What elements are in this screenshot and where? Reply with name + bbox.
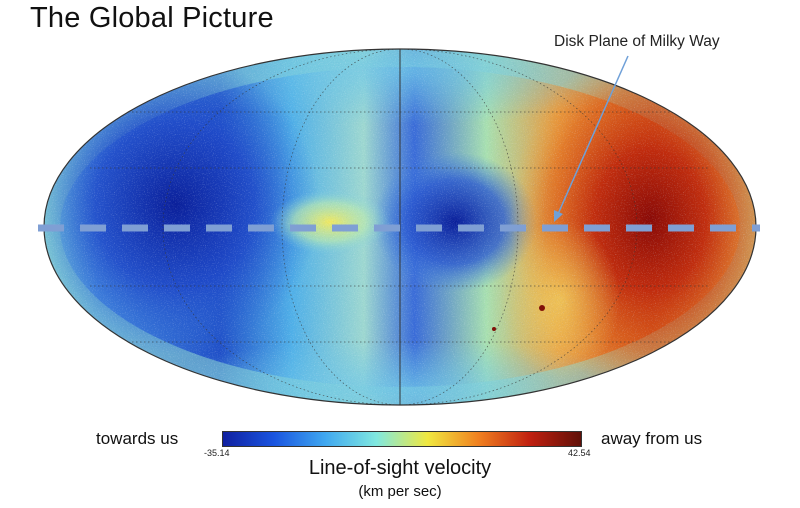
colorbar-title: Line-of-sight velocity (308, 457, 492, 479)
velocity-map (44, 49, 756, 405)
annotation-arrowhead (554, 210, 563, 222)
dark-red-spot (492, 327, 496, 331)
colorbar-max-value: 42.54 (568, 448, 591, 458)
page-title: The Global Picture (30, 2, 274, 34)
annotation-arrow (557, 55, 629, 215)
colorbar-left-label: towards us (96, 429, 179, 448)
dark-red-spot (539, 305, 545, 311)
disk-plane-annotation: Disk Plane of Milky Way (554, 33, 720, 50)
sky-map (38, 48, 760, 406)
colorbar-units: (km per sec) (358, 483, 442, 500)
velocity-colorbar (222, 431, 582, 447)
colorbar-min-value: -35.14 (204, 448, 230, 458)
colorbar-right-label: away from us (601, 429, 703, 448)
